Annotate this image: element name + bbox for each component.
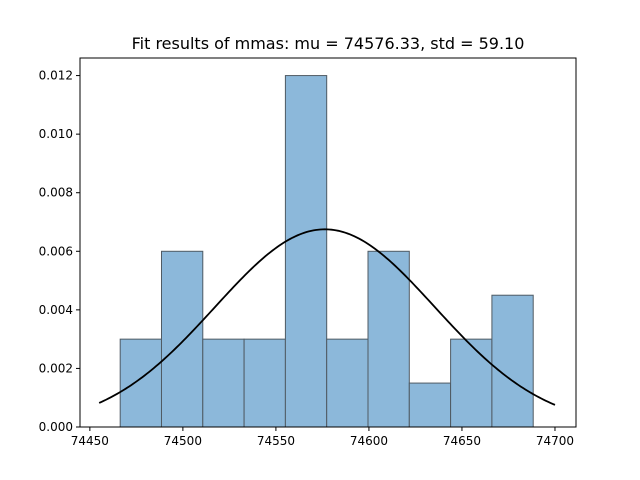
histogram-bars: [119, 75, 534, 428]
y-tick-label-5: 0.008: [39, 186, 73, 200]
histogram-bar-8: [408, 382, 452, 428]
x-tick-label-1: 74450: [71, 434, 109, 448]
y-axis: 0.000 0.002 0.004 0.006 0.008 0.010 0.012: [39, 69, 80, 434]
normal-fit-curve: [98, 228, 556, 406]
y-tick-label-2: 0.002: [39, 361, 73, 375]
x-tick-label-2: 74500: [164, 434, 202, 448]
x-tick-label-6: 74700: [536, 434, 574, 448]
x-axis: 74450 74500 74550 74600 74650 74700: [71, 427, 574, 448]
x-tick-label-5: 74650: [443, 434, 481, 448]
histogram-bar-2: [160, 250, 204, 428]
y-tick-label-1: 0.000: [39, 420, 73, 434]
histogram-bar-6: [326, 338, 369, 428]
histogram-bar-1: [119, 338, 162, 428]
histogram-bar-5: [284, 75, 328, 428]
x-tick-label-3: 74550: [257, 434, 295, 448]
histogram-bar-3: [202, 338, 245, 428]
y-tick-label-3: 0.004: [39, 303, 73, 317]
plot-area-frame: [79, 57, 577, 428]
histogram-bar-9: [450, 338, 493, 428]
y-tick-label-7: 0.012: [39, 69, 73, 83]
y-tick-label-4: 0.006: [39, 244, 73, 258]
histogram-bar-4: [243, 338, 286, 428]
y-tick-label-6: 0.010: [39, 127, 73, 141]
x-tick-label-4: 74600: [350, 434, 388, 448]
chart-title: Fit results of mmas: mu = 74576.33, std …: [132, 34, 525, 53]
histogram-bar-10: [491, 294, 534, 428]
histogram-bar-7: [367, 250, 410, 428]
